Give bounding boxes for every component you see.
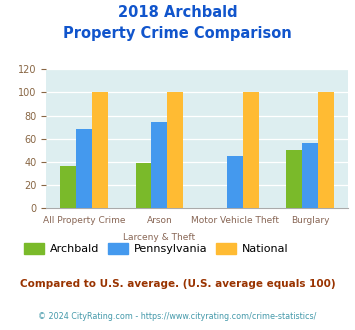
Text: All Property Crime: All Property Crime xyxy=(43,216,125,225)
Bar xyxy=(76,129,92,208)
Bar xyxy=(318,92,334,208)
Text: © 2024 CityRating.com - https://www.cityrating.com/crime-statistics/: © 2024 CityRating.com - https://www.city… xyxy=(38,312,317,321)
Bar xyxy=(92,92,108,208)
Text: 2018 Archbald: 2018 Archbald xyxy=(118,5,237,20)
Text: Motor Vehicle Theft: Motor Vehicle Theft xyxy=(191,216,279,225)
Legend: Archbald, Pennsylvania, National: Archbald, Pennsylvania, National xyxy=(20,239,293,258)
Bar xyxy=(227,156,243,208)
Text: Arson: Arson xyxy=(146,216,172,225)
Text: Larceny & Theft: Larceny & Theft xyxy=(123,233,195,242)
Text: Burglary: Burglary xyxy=(291,216,329,225)
Bar xyxy=(243,92,258,208)
Bar xyxy=(167,92,183,208)
Bar xyxy=(302,143,318,208)
Bar xyxy=(136,163,151,208)
Text: Compared to U.S. average. (U.S. average equals 100): Compared to U.S. average. (U.S. average … xyxy=(20,279,335,289)
Bar xyxy=(60,166,76,208)
Bar xyxy=(151,122,167,208)
Bar xyxy=(286,150,302,208)
Text: Property Crime Comparison: Property Crime Comparison xyxy=(63,26,292,41)
